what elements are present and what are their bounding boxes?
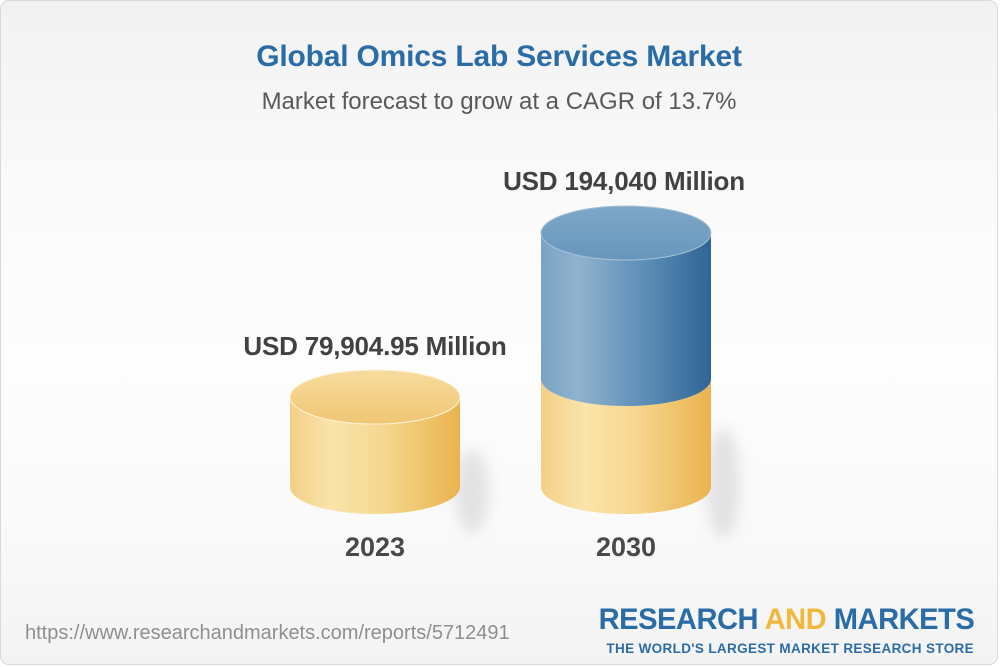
- logo-word-markets: MARKETS: [833, 603, 975, 636]
- page-title: Global Omics Lab Services Market: [256, 40, 742, 73]
- value-label-2030: USD 194,040 Million: [503, 166, 745, 196]
- category-label-2023: 2023: [344, 532, 406, 562]
- logo-word-research: RESEARCH: [598, 603, 758, 636]
- logo-wordmark: RESEARCH AND MARKETS: [598, 605, 974, 635]
- bar-2023-shadow: [455, 449, 489, 533]
- logo-word-and: AND: [764, 603, 826, 636]
- bar-2030-growth-segment: [541, 233, 711, 406]
- bar-2023-cylinder: [289, 369, 461, 514]
- page-subtitle: Market forecast to grow at a CAGR of 13.…: [261, 88, 737, 115]
- bar-2030-shadow: [706, 428, 740, 538]
- report-url: https://www.researchandmarkets.com/repor…: [25, 622, 510, 644]
- bar-2030-cylinder: [540, 205, 712, 514]
- bar-2030-base-segment: [541, 379, 711, 514]
- logo-tagline: THE WORLD'S LARGEST MARKET RESEARCH STOR…: [606, 641, 974, 656]
- value-label-2023: USD 79,904.95 Million: [243, 331, 507, 361]
- category-label-2030: 2030: [595, 532, 657, 562]
- research-and-markets-logo: RESEARCH AND MARKETS THE WORLD'S LARGEST…: [587, 605, 974, 656]
